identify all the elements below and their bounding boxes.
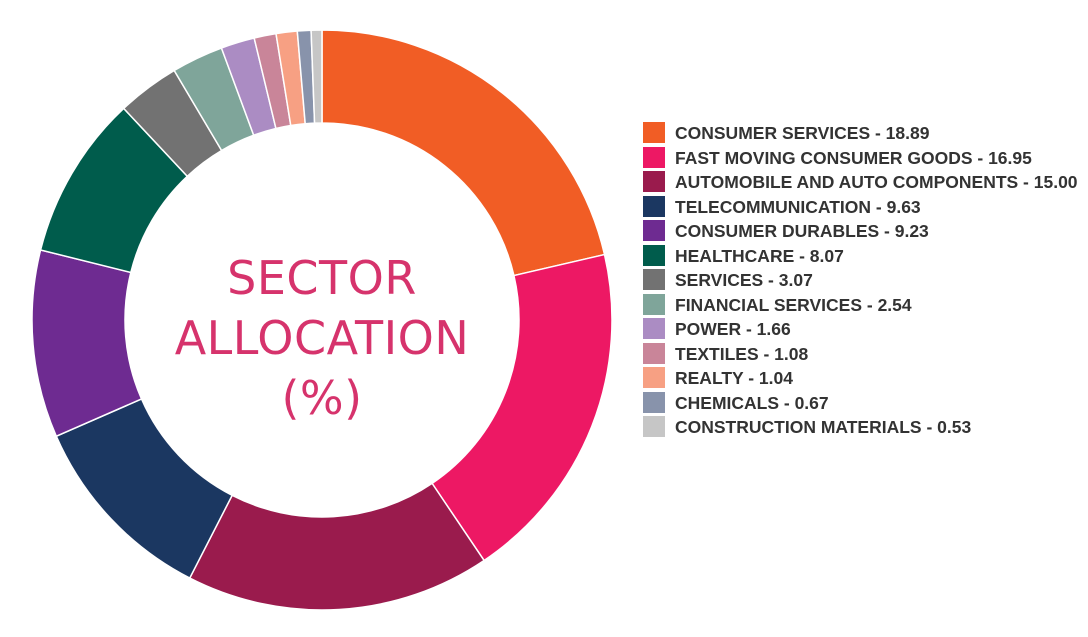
legend-item: POWER - 1.66 <box>643 317 1083 342</box>
legend-item: SERVICES - 3.07 <box>643 268 1083 293</box>
legend-item: AUTOMOBILE AND AUTO COMPONENTS - 15.00 <box>643 170 1083 195</box>
legend-swatch <box>643 367 665 388</box>
legend-swatch <box>643 416 665 437</box>
legend-item: CONSTRUCTION MATERIALS - 0.53 <box>643 415 1083 440</box>
legend-label: REALTY - 1.04 <box>675 368 793 388</box>
legend-swatch <box>643 122 665 143</box>
legend-swatch <box>643 293 665 315</box>
chart-title-line-1: SECTOR <box>227 251 417 305</box>
legend-item: CHEMICALS - 0.67 <box>643 391 1083 416</box>
legend-label: HEALTHCARE - 8.07 <box>675 245 844 266</box>
pie-slice-2 <box>188 482 486 611</box>
legend-item: CONSUMER SERVICES - 18.89 <box>643 121 1083 146</box>
legend-item: REALTY - 1.04 <box>643 366 1083 391</box>
legend-label: CONSUMER SERVICES - 18.89 <box>675 123 930 143</box>
chart-title-line-2: ALLOCATION <box>174 311 470 365</box>
legend-item: FINANCIAL SERVICES - 2.54 <box>643 293 1083 318</box>
legend-label: CONSUMER DURABLES - 9.23 <box>675 221 929 241</box>
legend-swatch <box>643 342 665 364</box>
chart-legend: CONSUMER SERVICES - 18.89 FAST MOVING CON… <box>643 121 1083 440</box>
legend-label: AUTOMOBILE AND AUTO COMPONENTS - 15.00 <box>675 172 1078 192</box>
legend-label: FINANCIAL SERVICES - 2.54 <box>675 294 912 315</box>
legend-swatch <box>643 220 665 241</box>
legend-swatch <box>643 195 665 217</box>
legend-label: FAST MOVING CONSUMER GOODS - 16.95 <box>675 147 1032 168</box>
legend-item: TEXTILES - 1.08 <box>643 342 1083 367</box>
legend-item: TELECOMMUNICATION - 9.63 <box>643 195 1083 220</box>
legend-swatch <box>643 269 665 290</box>
legend-item: CONSUMER DURABLES - 9.23 <box>643 219 1083 244</box>
legend-label: CHEMICALS - 0.67 <box>675 392 829 413</box>
legend-item: HEALTHCARE - 8.07 <box>643 244 1083 269</box>
chart-title: SECTOR ALLOCATION (%) <box>142 248 502 428</box>
legend-label: SERVICES - 3.07 <box>675 270 813 290</box>
legend-swatch <box>643 318 665 339</box>
legend-swatch <box>643 391 665 413</box>
legend-label: CONSTRUCTION MATERIALS - 0.53 <box>675 417 972 437</box>
legend-item: FAST MOVING CONSUMER GOODS - 16.95 <box>643 146 1083 171</box>
legend-label: TEXTILES - 1.08 <box>675 343 809 364</box>
pie-slice-12 <box>310 29 323 124</box>
chart-title-line-3: (%) <box>281 371 363 425</box>
legend-swatch <box>643 244 665 266</box>
legend-label: TELECOMMUNICATION - 9.63 <box>675 196 921 217</box>
legend-label: POWER - 1.66 <box>675 319 791 339</box>
legend-swatch <box>643 171 665 192</box>
pie-slice-0 <box>321 29 606 277</box>
legend-swatch <box>643 146 665 168</box>
donut-chart <box>31 29 613 611</box>
